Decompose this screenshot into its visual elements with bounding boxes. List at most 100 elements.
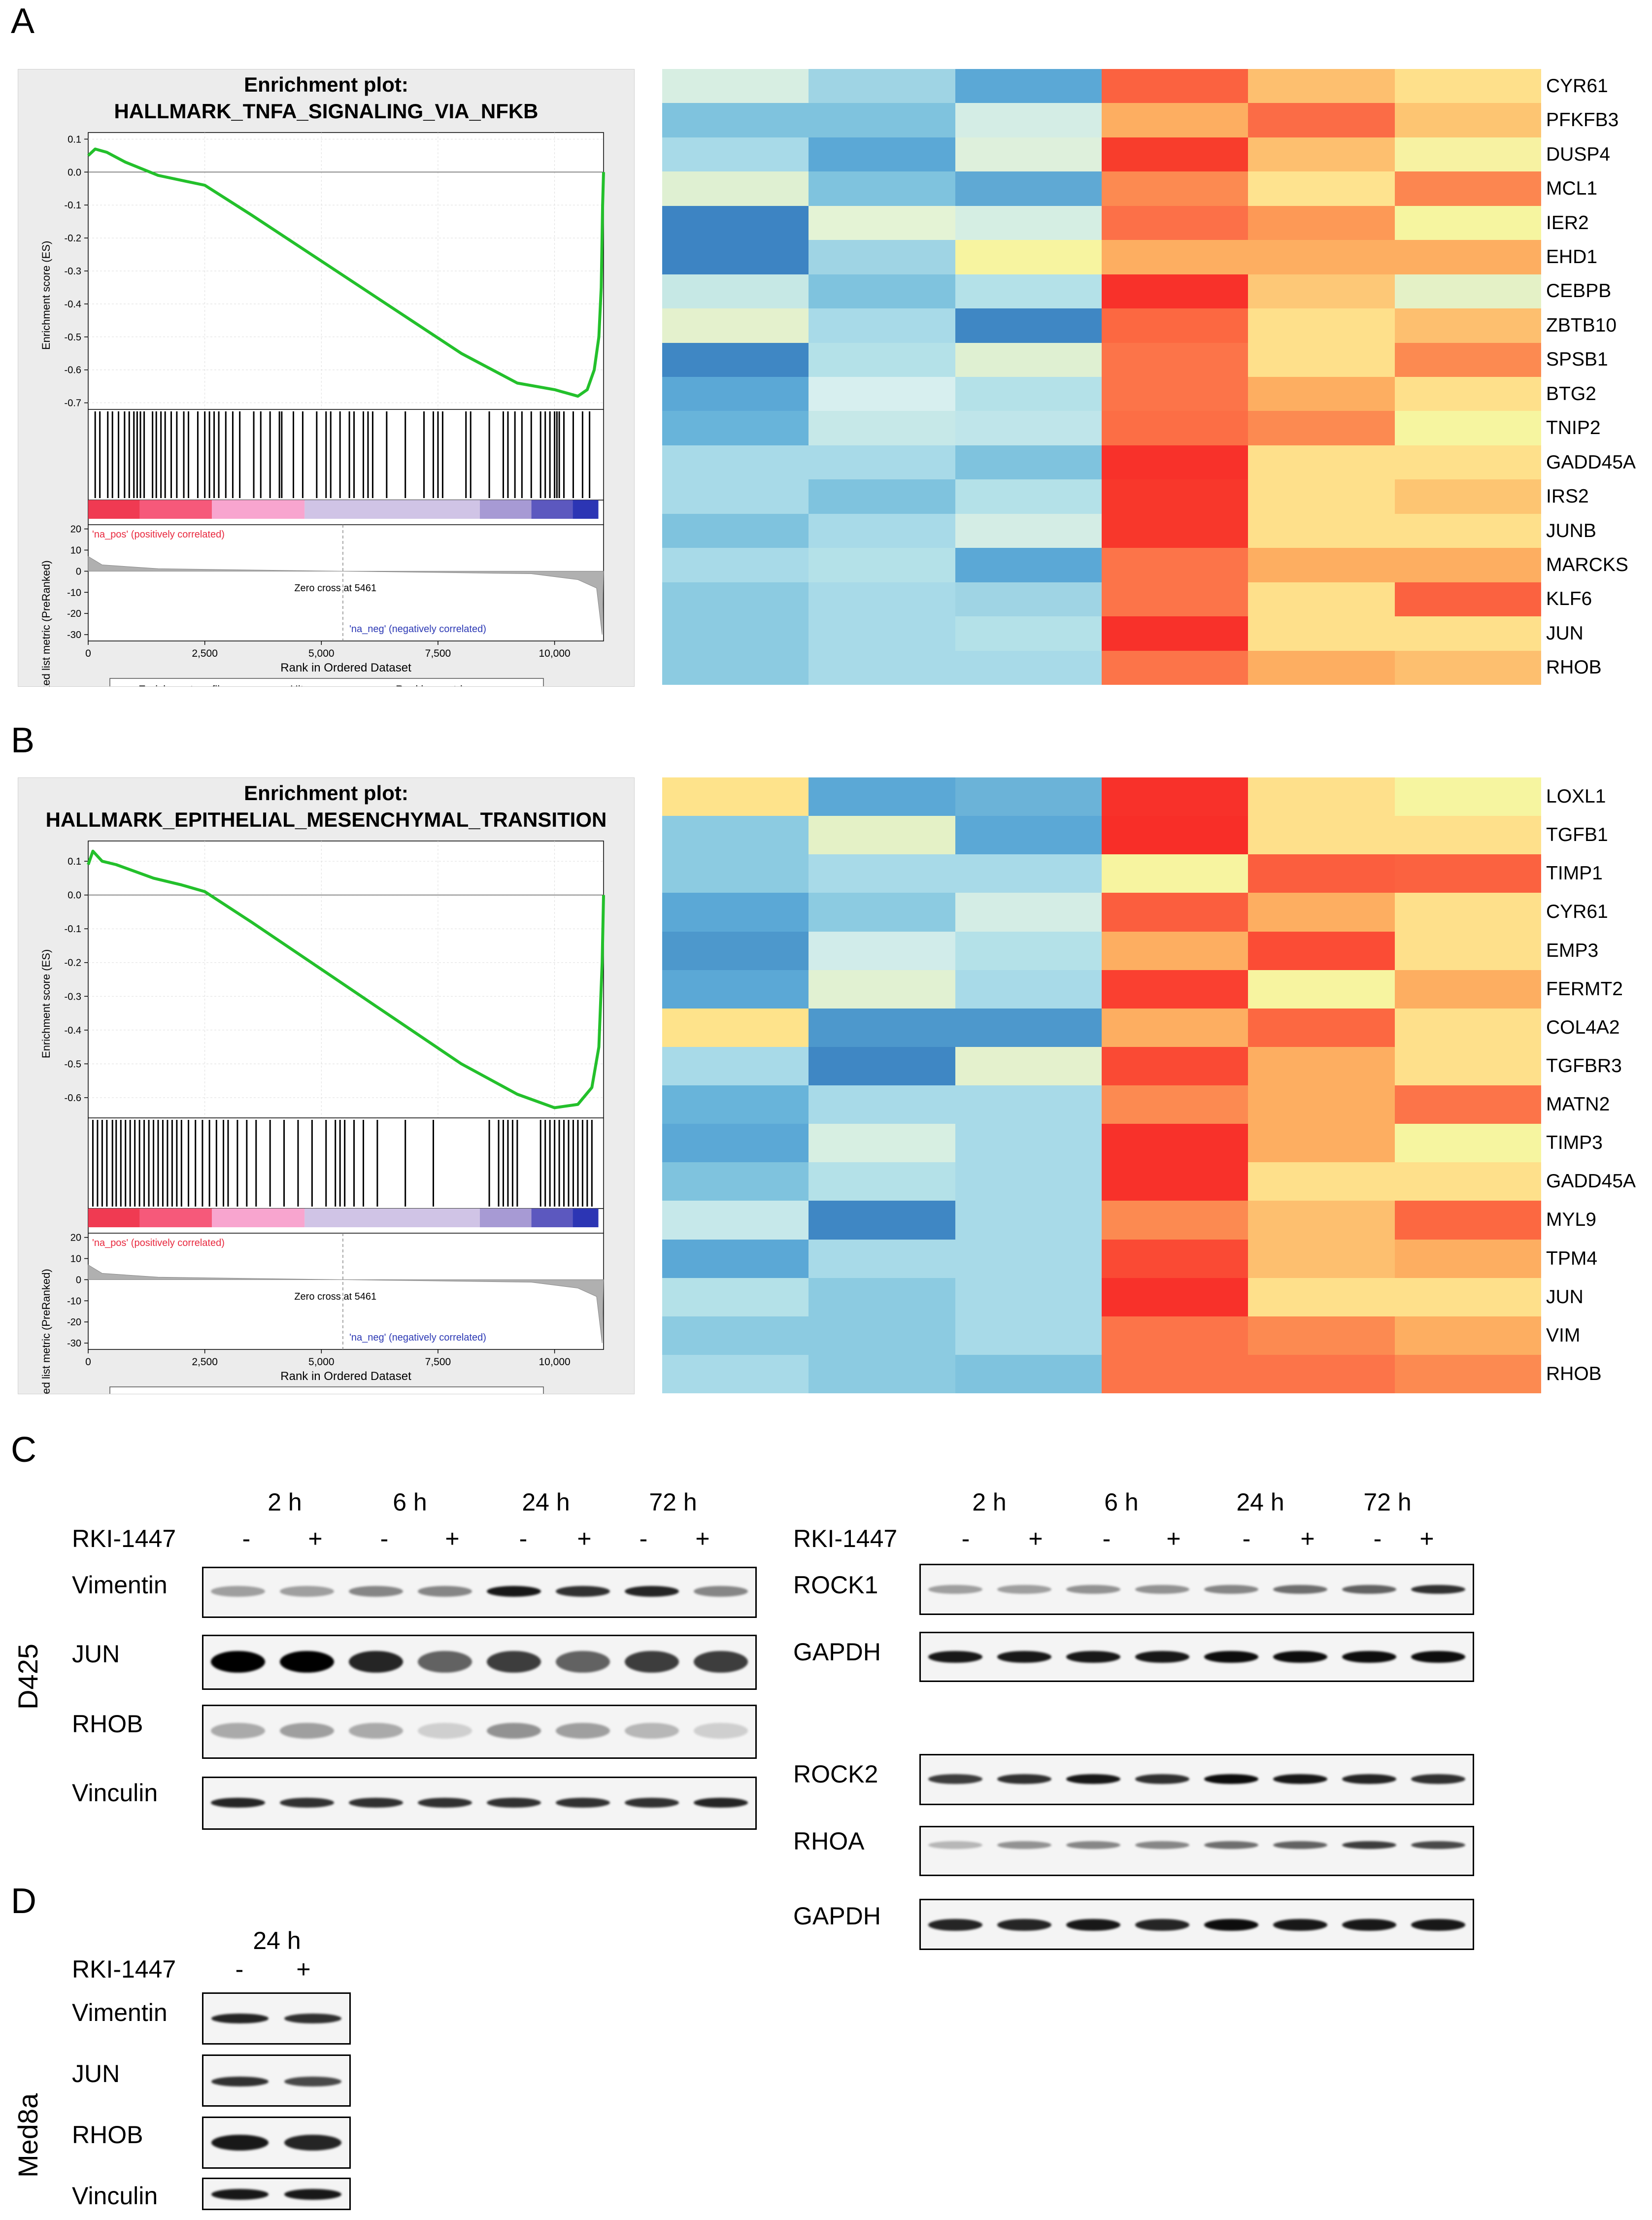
gene-label: MCL1	[1546, 178, 1598, 200]
blot-label: JUN	[72, 2060, 120, 2087]
es-tick-label: -0.3	[65, 266, 81, 277]
heatmap-cell	[1248, 1085, 1395, 1124]
gene-label: PFKFB3	[1546, 109, 1619, 131]
heatmap-cell	[1102, 1008, 1248, 1047]
heatmap-cell	[1394, 205, 1541, 240]
heatmap-cell	[955, 1201, 1102, 1240]
blot-band	[928, 1585, 982, 1594]
blot-band	[284, 2135, 341, 2151]
gene-label: MARCKS	[1546, 554, 1628, 575]
heatmap-b	[662, 777, 1541, 1393]
legend-profile-label: Enrichment profile	[138, 1392, 226, 1394]
heatmap-cell	[662, 1316, 809, 1355]
heatmap-cell	[955, 1278, 1102, 1316]
heatmap-cell	[955, 69, 1102, 103]
panel-letter-c: C	[11, 1430, 36, 1470]
ranking-gradient-segment	[139, 500, 212, 519]
sign-plus: +	[577, 1525, 592, 1552]
rank-tick-label: -10	[67, 1296, 81, 1307]
es-tick-label: -0.6	[65, 365, 81, 376]
blot-band	[284, 2077, 341, 2086]
heatmap-cell	[1248, 548, 1395, 582]
blot-band	[997, 1585, 1051, 1594]
blot-band	[280, 1798, 334, 1808]
blot-band	[1411, 1651, 1465, 1663]
rank-tick-label: -30	[67, 1338, 81, 1349]
heatmap-cell	[662, 69, 809, 103]
blot-band	[1204, 1651, 1258, 1663]
blot-band	[418, 1723, 472, 1739]
ranking-gradient-segment	[304, 500, 480, 519]
heatmap-cell	[1248, 411, 1395, 445]
timepoint-label: 24 h	[1236, 1488, 1284, 1516]
heatmap-a	[662, 69, 1541, 685]
blot-band	[280, 1651, 334, 1673]
heatmap-cell	[809, 650, 955, 685]
blot-band	[1342, 1585, 1396, 1594]
blot-band	[928, 1651, 982, 1663]
heatmap-cell	[1248, 1124, 1395, 1163]
heatmap-cell	[809, 1354, 955, 1393]
heatmap-cell	[1248, 479, 1395, 514]
sign-minus: -	[1102, 1525, 1111, 1552]
blot-band	[694, 1723, 748, 1739]
blot-band	[1342, 1841, 1396, 1849]
heatmap-cell	[1102, 1316, 1248, 1355]
heatmap-cell	[809, 854, 955, 893]
es-tick-label: -0.4	[65, 299, 81, 310]
heatmap-cell	[809, 69, 955, 103]
es-tick-label: 0.0	[67, 167, 81, 178]
heatmap-cell	[955, 1008, 1102, 1047]
heatmap-cell	[1394, 1008, 1541, 1047]
heatmap-cell	[1102, 650, 1248, 685]
heatmap-cell	[1394, 1316, 1541, 1355]
heatmap-cell	[1394, 1239, 1541, 1278]
heatmap-cell	[1102, 1354, 1248, 1393]
heatmap-cell	[955, 479, 1102, 514]
heatmap-cell	[662, 777, 809, 816]
heatmap-cell	[662, 376, 809, 411]
heatmap-cell	[662, 342, 809, 377]
gene-label: JUN	[1546, 622, 1584, 644]
sign-plus: +	[1028, 1525, 1043, 1552]
gene-label: EHD1	[1546, 246, 1598, 268]
blot-band	[280, 1586, 334, 1597]
blot-label: JUN	[72, 1640, 120, 1668]
blot-band	[349, 1586, 403, 1597]
gene-label: TIMP1	[1546, 863, 1603, 884]
heatmap-cell	[809, 1124, 955, 1163]
gene-label: TGFB1	[1546, 824, 1608, 846]
heatmap-cell	[955, 308, 1102, 343]
heatmap-cell	[1102, 342, 1248, 377]
blot-band	[1135, 1585, 1189, 1594]
blot-jun	[202, 2054, 351, 2107]
treatment-signs: - + - + - + - +	[0, 1524, 1652, 1554]
blot-gapdh	[919, 1632, 1474, 1682]
sign-plus: +	[1419, 1525, 1434, 1552]
sign-plus: +	[1166, 1525, 1181, 1552]
blot-label: GAPDH	[793, 1902, 881, 1930]
blot-band	[1204, 1841, 1258, 1849]
heatmap-cell	[809, 513, 955, 548]
blot-band	[1273, 1585, 1327, 1594]
ranking-gradient-segment	[212, 500, 305, 519]
heatmap-cell	[955, 1085, 1102, 1124]
blot-band	[284, 2189, 341, 2200]
timepoint-label: 72 h	[1363, 1488, 1412, 1516]
heatmap-cell	[662, 582, 809, 617]
heatmap-cell	[662, 1239, 809, 1278]
heatmap-cell	[955, 1124, 1102, 1163]
blot-label: Vinculin	[72, 1779, 158, 1807]
rank-axis-label: Ranked list metric (PreRanked)	[40, 1269, 52, 1394]
blot-band	[349, 1651, 403, 1673]
blot-band	[418, 1651, 472, 1673]
sign-minus: -	[1373, 1525, 1382, 1552]
blot-vinculin	[202, 1777, 757, 1830]
es-tick-label: 0.1	[67, 134, 81, 145]
heatmap-cell	[662, 103, 809, 137]
heatmap-cell	[809, 479, 955, 514]
blot-band	[1411, 1841, 1465, 1849]
heatmap-cell	[1248, 1239, 1395, 1278]
heatmap-cell	[662, 137, 809, 172]
gsea-plot-a: Enrichment plot: HALLMARK_TNFA_SIGNALING…	[18, 69, 635, 687]
